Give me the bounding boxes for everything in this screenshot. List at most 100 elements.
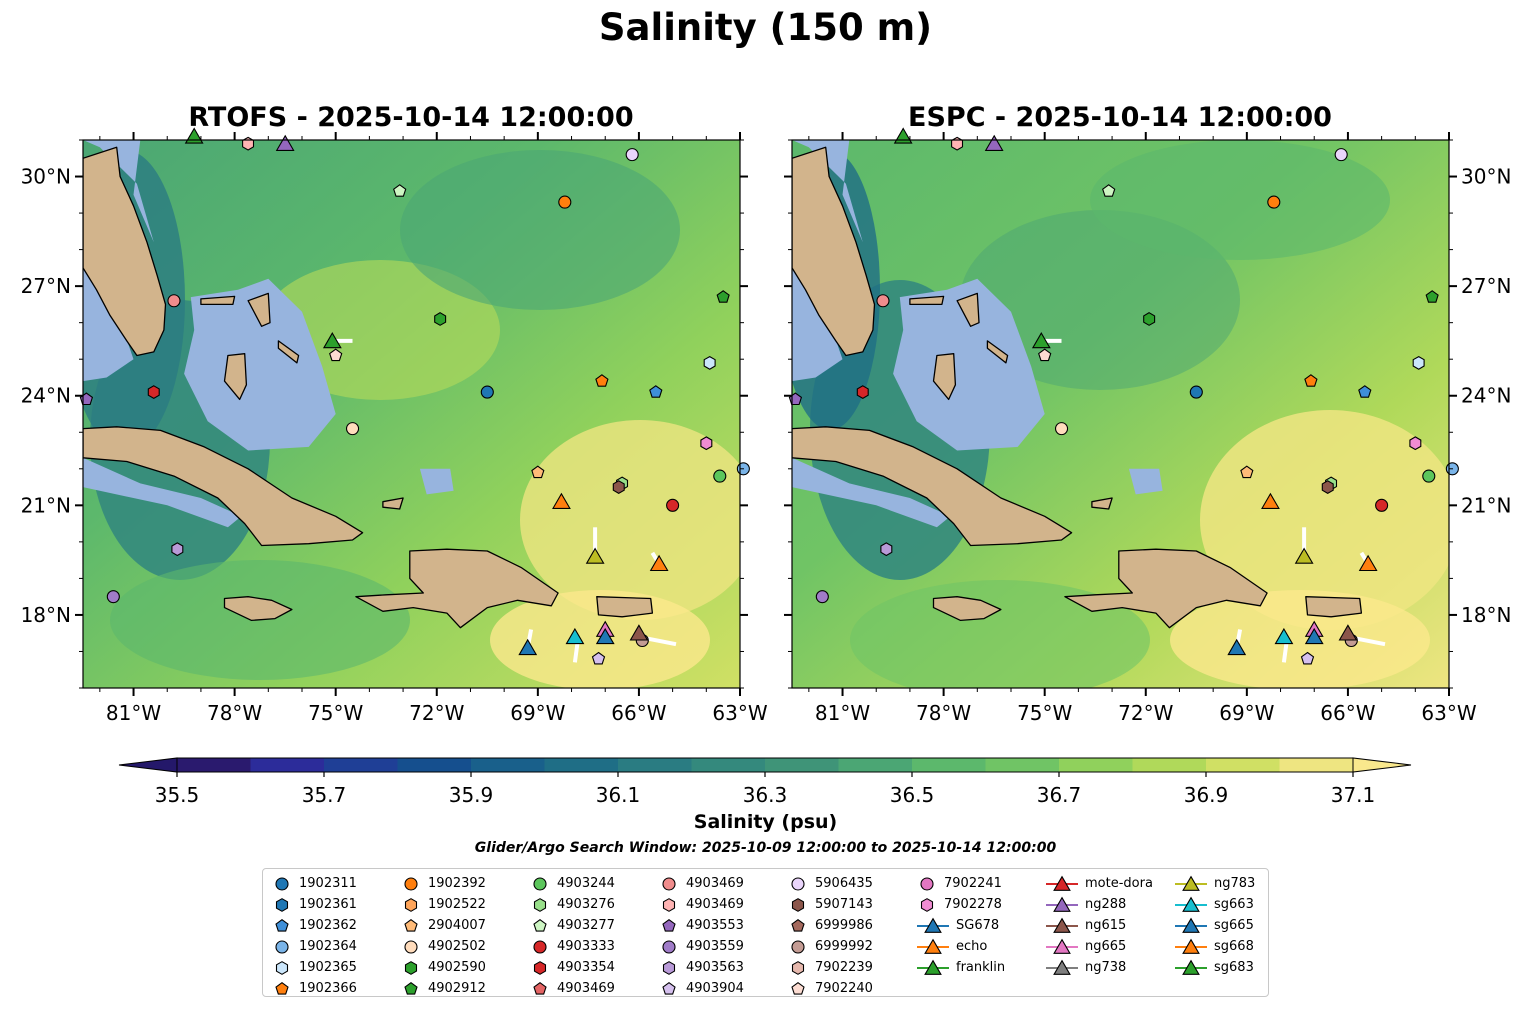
legend-marker-icon <box>920 876 934 891</box>
lon-tick-label: 66°W <box>611 701 666 725</box>
legend-marker-icon <box>1175 896 1207 912</box>
legend-marker-icon <box>662 918 676 932</box>
shallow-atlantic-coast-shelf <box>83 140 154 243</box>
legend-marker <box>1182 959 1200 975</box>
legend-label: ng288 <box>1085 897 1127 912</box>
obs-ng783 <box>585 547 605 564</box>
legend-marker-icon <box>275 981 289 995</box>
shallow-atlantic-coast-shelf <box>792 140 863 243</box>
legend-label: 5906435 <box>815 876 873 891</box>
legend-label: sg683 <box>1214 960 1254 975</box>
legend-label: 1902362 <box>299 918 357 933</box>
lon-tick-label: 78°W <box>916 701 971 725</box>
legend-marker-icon <box>1175 938 1207 954</box>
legend-marker <box>662 981 676 995</box>
legend-marker <box>791 876 805 891</box>
obs-7902240 <box>1038 348 1052 362</box>
legend-marker <box>791 960 805 975</box>
lat-tick-label: 21°N <box>1461 493 1511 517</box>
legend-marker <box>662 960 676 975</box>
shallow-cuba-south-shelf <box>792 457 951 528</box>
legend-marker <box>1182 896 1200 912</box>
legend-marker <box>404 939 418 954</box>
obs-1902392 <box>558 195 572 209</box>
lon-tick-label: 75°W <box>308 701 363 725</box>
legend-marker-icon <box>404 876 418 891</box>
legend-marker-icon <box>275 918 289 932</box>
lat-tick-label: 30°N <box>1461 165 1511 189</box>
legend-label: franklin <box>956 960 1006 975</box>
legend-marker <box>533 960 547 975</box>
obs-sg663 <box>1274 627 1294 645</box>
legend-marker-icon <box>917 959 949 975</box>
legend-item: 1902361 <box>271 894 357 915</box>
lat-tick-label: 18°N <box>21 603 71 627</box>
land-abaco <box>247 292 271 327</box>
colorbar-tick-label: 35.9 <box>449 783 494 807</box>
legend-item: 4903244 <box>529 873 615 894</box>
colorbar-bin <box>544 758 619 772</box>
colorbar-bin <box>397 758 472 772</box>
obs-2904007 <box>531 465 545 479</box>
obs-4903333 <box>666 498 680 512</box>
colorbar-label: Salinity (psu) <box>693 811 838 833</box>
shallow-great-bahama-bank <box>893 278 1045 451</box>
legend-marker <box>791 897 805 912</box>
legend-marker-icon <box>1046 875 1078 891</box>
legend-column: ng783 sg663 sg665 sg668 sg683 <box>1174 873 1255 978</box>
legend-label: 7902278 <box>944 897 1002 912</box>
legend-marker <box>1053 959 1071 975</box>
legend-marker <box>533 981 547 995</box>
legend-marker-icon <box>662 981 676 995</box>
legend-label: 4903244 <box>557 876 615 891</box>
lon-tick-label: 63°W <box>1421 701 1476 725</box>
legend-column: 1902311 1902361 1902362 1902364 1902365 19023… <box>271 873 357 999</box>
legend-marker <box>791 981 805 995</box>
legend-column: 1902392 1902522 2904007 4902502 4902590 49029… <box>400 873 486 999</box>
legend-label: ng665 <box>1085 939 1127 954</box>
legend-marker-icon <box>791 918 805 932</box>
obs-4903469-a <box>167 294 181 308</box>
obs-1902366 <box>595 374 609 387</box>
obs-4903559 <box>815 590 829 604</box>
legend-marker <box>404 960 418 975</box>
obs-sg663 <box>565 627 585 645</box>
figure-title: Salinity (150 m) <box>598 6 933 49</box>
obs-ng783 <box>1294 547 1314 564</box>
land-hispaniola <box>355 548 559 629</box>
legend: 1902311 1902361 1902362 1902364 1902365 19023… <box>262 868 1269 997</box>
legend-label: ng615 <box>1085 918 1127 933</box>
legend-item: ng665 <box>1045 936 1153 957</box>
colorbar-bin <box>691 758 766 772</box>
obs-5907143 <box>612 480 625 495</box>
land-hispaniola <box>1064 548 1268 629</box>
obs-4903904 <box>1300 651 1315 665</box>
obs-4902912 <box>716 290 730 303</box>
obs-sg665 <box>595 627 615 645</box>
legend-marker <box>404 897 418 912</box>
obs-4902502 <box>345 422 360 436</box>
obs-echo <box>552 492 571 509</box>
legend-item: 4903559 <box>658 936 744 957</box>
obs-4903277 <box>1102 184 1116 197</box>
legend-column: 4903469 4903469 4903553 4903559 4903563 49039… <box>658 873 744 999</box>
colorbar-bin <box>1059 758 1133 772</box>
legend-marker-icon <box>404 939 418 954</box>
land-jamaica <box>932 596 1002 622</box>
lon-tick-label: 69°W <box>510 701 565 725</box>
obs-1902392 <box>1267 195 1281 209</box>
legend-marker <box>924 938 942 954</box>
legend-marker-icon <box>791 981 805 995</box>
lat-tick-label: 27°N <box>21 274 71 298</box>
colorbar-tick-label: 35.7 <box>302 783 347 807</box>
obs-5906435 <box>1334 148 1348 162</box>
legend-label: 4903354 <box>557 960 615 975</box>
legend-label: 1902366 <box>299 981 357 996</box>
legend-item: sg663 <box>1174 894 1255 915</box>
legend-item: 1902365 <box>271 957 357 978</box>
legend-marker <box>924 959 942 975</box>
obs-5906435 <box>625 148 639 162</box>
legend-label: 4903563 <box>686 960 744 975</box>
obs-4902912 <box>1425 290 1439 303</box>
legend-item: ng288 <box>1045 894 1153 915</box>
